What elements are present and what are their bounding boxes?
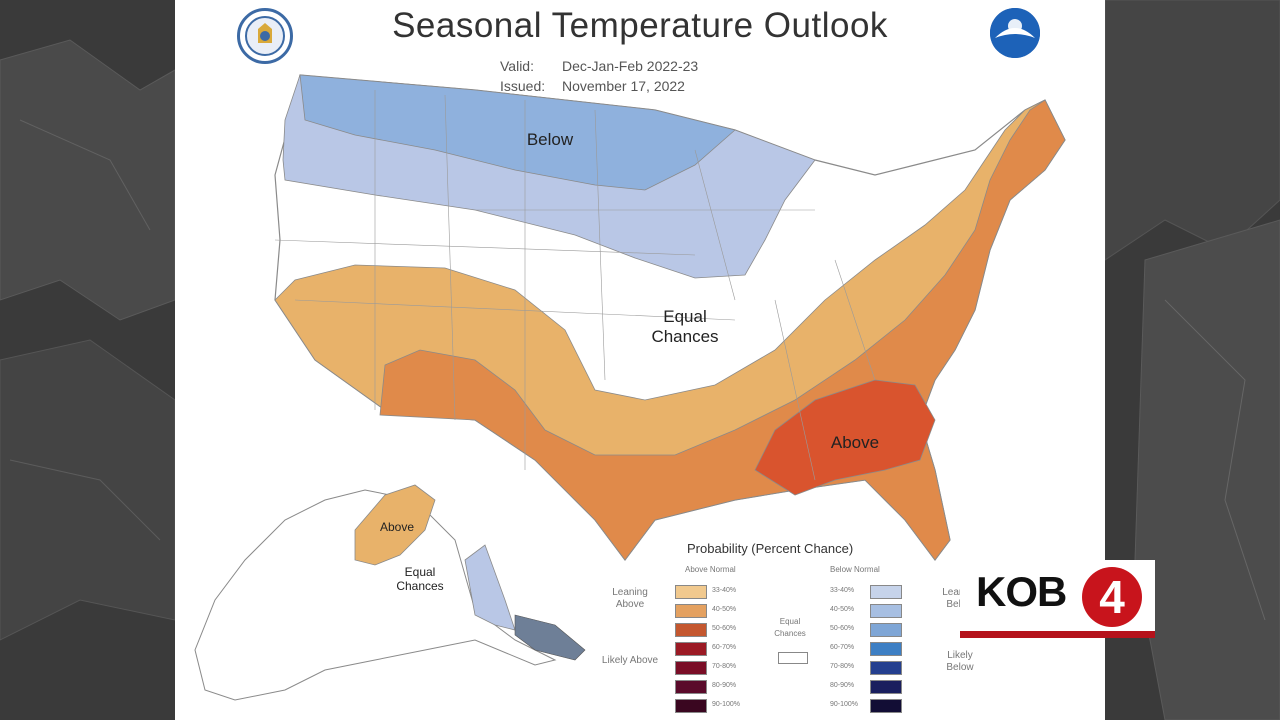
legend-above-swatch <box>675 604 707 618</box>
label-alaska-above: Above <box>379 520 415 534</box>
legend-likely-above: Likely Above <box>601 655 659 666</box>
legend-below-swatch <box>870 642 902 656</box>
valid-value: Dec-Jan-Feb 2022-23 <box>562 58 699 74</box>
legend-equal-chances-swatch <box>778 652 808 664</box>
legend-above-swatch-label: 80-90% <box>712 682 737 689</box>
legend-equal-chances: Equal Chances <box>774 617 806 638</box>
issued-label: Issued: <box>500 78 546 94</box>
background-map-texture-right <box>1105 0 1280 720</box>
legend-below-swatch <box>870 585 902 599</box>
legend-below-swatch-label: 33-40% <box>830 587 855 594</box>
legend-above-swatch-label: 60-70% <box>712 644 737 651</box>
above-50-60-region <box>754 379 936 496</box>
legend-above-swatch <box>675 661 707 675</box>
noaa-logo-icon <box>990 8 1040 58</box>
legend-leaning-above: Leaning Above <box>612 587 648 610</box>
legend-below-swatch-label: 50-60% <box>830 625 855 632</box>
legend-above-swatch-label: 40-50% <box>712 606 737 613</box>
outlook-panel: Seasonal Temperature Outlook Valid: Dec-J… <box>175 0 1105 720</box>
conus-map <box>194 74 1066 701</box>
station-logo: KOB 4 <box>960 560 1155 638</box>
legend-above-swatch <box>675 699 707 713</box>
label-equal-chances: Equal Chances <box>651 307 719 346</box>
issued-line: Issued: November 17, 2022 <box>500 78 685 94</box>
legend-title: Probability (Percent Chance) <box>687 541 854 556</box>
label-alaska-equal-chances: Equal Chances <box>396 565 444 593</box>
label-above: Above <box>830 433 880 452</box>
station-logo-text: KOB <box>976 568 1067 615</box>
legend-below-swatch <box>870 661 902 675</box>
alaska-panhandle <box>514 614 586 661</box>
station-logo-bar <box>960 631 1155 638</box>
legend-above-swatch-label: 90-100% <box>712 701 741 708</box>
valid-line: Valid: Dec-Jan-Feb 2022-23 <box>500 58 698 74</box>
alaska-above-region <box>354 484 436 566</box>
legend-below-swatch <box>870 604 902 618</box>
legend-above-swatch-label: 50-60% <box>712 625 737 632</box>
legend-below-header: Below Normal <box>830 565 880 574</box>
label-below: Below <box>526 130 574 149</box>
legend-below-swatch-label: 60-70% <box>830 644 855 651</box>
legend-above-swatch <box>675 680 707 694</box>
map-title: Seasonal Temperature Outlook <box>392 6 888 45</box>
legend-below-swatch-label: 90-100% <box>830 701 859 708</box>
valid-label: Valid: <box>500 58 534 74</box>
legend-below-swatch-label: 70-80% <box>830 663 855 670</box>
station-number: 4 <box>1099 571 1125 623</box>
background-left <box>0 0 175 720</box>
legend-above-swatch <box>675 623 707 637</box>
legend-below-swatch-label: 40-50% <box>830 606 855 613</box>
legend-below-swatch <box>870 680 902 694</box>
commerce-seal-icon <box>237 8 293 64</box>
legend-above-swatch-label: 33-40% <box>712 587 737 594</box>
legend-below-swatch <box>870 623 902 637</box>
legend-likely-below: Likely Below <box>946 650 974 673</box>
legend-above-swatch <box>675 585 707 599</box>
legend-above-swatch <box>675 642 707 656</box>
station-number-badge: 4 <box>1082 567 1142 627</box>
background-map-texture-left <box>0 39 175 641</box>
legend-below-swatch <box>870 699 902 713</box>
state-boundaries <box>274 90 876 481</box>
legend-below-swatch-label: 80-90% <box>830 682 855 689</box>
legend-above-swatch-label: 70-80% <box>712 663 737 670</box>
below-dark-region <box>299 74 736 191</box>
legend-above-header: Above Normal <box>685 565 736 574</box>
issued-value: November 17, 2022 <box>562 78 685 94</box>
